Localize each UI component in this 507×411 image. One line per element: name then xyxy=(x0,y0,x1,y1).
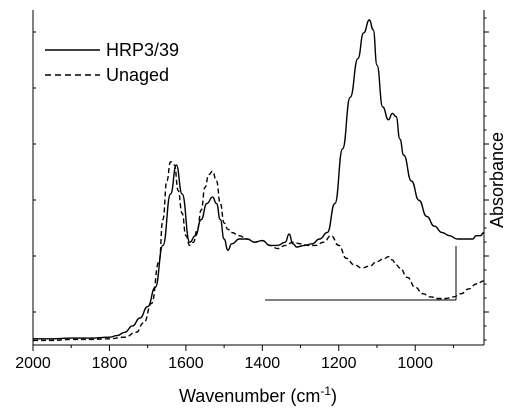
x-axis-title-main: Wavenumber (cm xyxy=(179,386,320,406)
series-unaged-line xyxy=(33,160,485,342)
legend: HRP3/39 Unaged xyxy=(45,40,179,85)
legend-label-unaged: Unaged xyxy=(106,65,169,85)
x-tick-label: 1800 xyxy=(92,355,128,372)
axes: 2000 1800 1600 1400 1200 1000 xyxy=(15,17,489,372)
x-axis-title-close: ) xyxy=(331,386,337,406)
series-layer xyxy=(33,19,485,342)
series-hrp3-39-line xyxy=(33,19,485,340)
x-tick-label: 1600 xyxy=(168,355,204,372)
scale-annotation xyxy=(265,246,457,301)
x-tick-label: 1000 xyxy=(397,355,433,372)
legend-label-hrp3-39: HRP3/39 xyxy=(106,40,179,60)
x-axis-title-superscript: -1 xyxy=(320,384,331,398)
x-tick-label: 1400 xyxy=(245,355,281,372)
plot-frame xyxy=(32,10,485,346)
y-axis-title: Absorbance xyxy=(487,132,507,228)
x-tick-label: 1200 xyxy=(321,355,357,372)
x-axis-title: Wavenumber (cm-1) xyxy=(179,384,337,406)
x-tick-label: 2000 xyxy=(15,355,51,372)
